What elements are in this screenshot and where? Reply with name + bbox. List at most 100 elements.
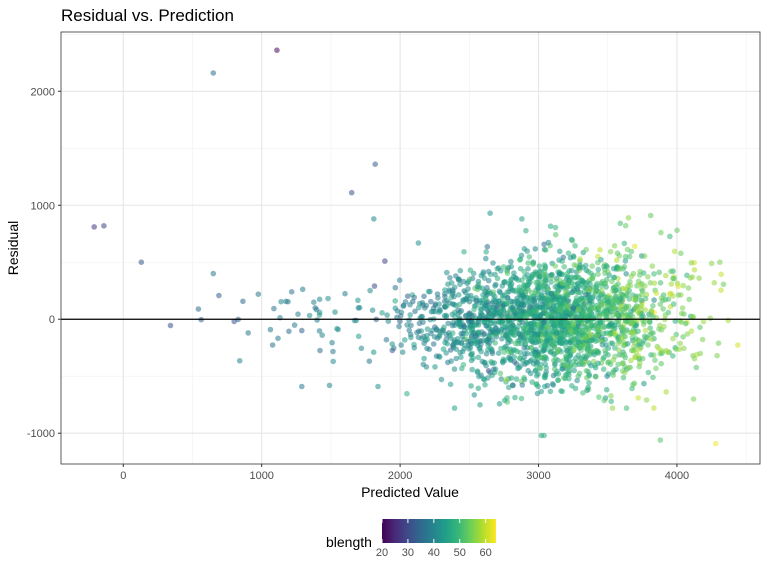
scatter-point bbox=[285, 298, 291, 305]
scatter-point bbox=[539, 355, 546, 361]
scatter-point bbox=[573, 274, 579, 281]
scatter-point bbox=[399, 349, 406, 356]
scatter-point bbox=[271, 305, 277, 312]
scatter-point bbox=[670, 335, 676, 342]
scatter-point bbox=[523, 227, 529, 234]
scatter-point bbox=[693, 364, 700, 371]
scatter-point bbox=[586, 380, 592, 386]
scatter-point bbox=[601, 308, 608, 315]
scatter-point bbox=[210, 270, 217, 277]
scatter-point bbox=[548, 314, 554, 320]
scatter-point bbox=[417, 300, 423, 307]
scatter-point bbox=[457, 267, 464, 274]
scatter-point bbox=[656, 326, 662, 332]
scatter-point bbox=[453, 355, 460, 362]
scatter-point bbox=[653, 365, 659, 372]
scatter-point bbox=[456, 321, 463, 327]
scatter-point bbox=[552, 362, 558, 368]
scatter-point bbox=[614, 264, 620, 270]
scatter-point bbox=[664, 349, 671, 355]
scatter-point bbox=[477, 402, 483, 408]
scatter-point bbox=[515, 314, 522, 321]
scatter-point bbox=[502, 278, 508, 285]
scatter-point bbox=[568, 267, 575, 274]
scatter-point bbox=[539, 295, 545, 302]
scatter-point bbox=[609, 278, 615, 285]
scatter-point bbox=[438, 376, 445, 383]
x-tick-label: 2000 bbox=[388, 470, 412, 482]
scatter-point bbox=[608, 393, 614, 399]
scatter-point bbox=[614, 257, 620, 264]
scatter-point bbox=[561, 264, 567, 270]
scatter-point bbox=[496, 298, 502, 304]
y-axis: -1000 0 1000 2000 bbox=[27, 86, 61, 440]
scatter-point bbox=[355, 297, 361, 304]
scatter-point bbox=[562, 288, 569, 295]
scatter-point bbox=[555, 377, 561, 384]
scatter-point bbox=[597, 318, 604, 325]
scatter-point bbox=[537, 312, 544, 319]
scatter-point bbox=[433, 353, 440, 360]
legend-tick-label: 40 bbox=[428, 547, 440, 559]
scatter-point bbox=[507, 282, 514, 289]
scatter-point bbox=[571, 305, 577, 312]
scatter-point bbox=[332, 309, 338, 315]
scatter-point bbox=[634, 308, 641, 314]
scatter-point bbox=[573, 355, 579, 361]
scatter-point bbox=[484, 313, 490, 320]
scatter-point bbox=[452, 322, 458, 329]
scatter-point bbox=[555, 371, 562, 377]
scatter-point bbox=[566, 358, 572, 364]
scatter-point bbox=[425, 288, 432, 295]
scatter-point bbox=[455, 276, 462, 282]
scatter-point bbox=[657, 437, 664, 443]
scatter-point bbox=[578, 313, 584, 320]
scatter-point bbox=[506, 349, 512, 355]
scatter-point bbox=[598, 256, 604, 263]
scatter-point bbox=[660, 306, 666, 312]
scatter-point bbox=[278, 298, 284, 305]
scatter-point bbox=[663, 272, 669, 279]
scatter-point bbox=[371, 283, 378, 289]
scatter-point bbox=[650, 330, 656, 336]
scatter-point bbox=[508, 276, 515, 282]
scatter-point bbox=[651, 297, 657, 303]
scatter-point bbox=[489, 313, 495, 319]
scatter-point bbox=[613, 366, 619, 373]
scatter-point bbox=[299, 383, 305, 390]
scatter-point bbox=[647, 280, 654, 286]
scatter-point bbox=[512, 394, 518, 401]
scatter-point bbox=[210, 70, 217, 76]
scatter-point bbox=[485, 268, 492, 275]
scatter-point bbox=[454, 336, 461, 342]
scatter-point bbox=[630, 270, 637, 277]
scatter-point bbox=[587, 338, 593, 344]
scatter-point bbox=[474, 369, 481, 376]
scatter-point bbox=[589, 275, 596, 282]
scatter-point bbox=[547, 223, 554, 229]
scatter-point bbox=[488, 359, 494, 365]
scatter-point bbox=[534, 283, 541, 290]
scatter-point bbox=[582, 301, 589, 308]
scatter-point bbox=[588, 362, 594, 369]
scatter-point bbox=[658, 360, 664, 367]
scatter-point bbox=[612, 330, 618, 336]
scatter-point bbox=[608, 398, 614, 405]
scatter-point bbox=[582, 334, 589, 341]
scatter-point bbox=[560, 254, 567, 261]
scatter-point bbox=[542, 342, 548, 349]
scatter-point bbox=[485, 277, 492, 284]
scatter-point bbox=[462, 342, 469, 349]
scatter-point bbox=[531, 297, 537, 303]
legend-tick-label: 50 bbox=[454, 547, 466, 559]
scatter-point bbox=[529, 379, 535, 385]
scatter-point bbox=[707, 315, 714, 322]
scatter-point bbox=[609, 340, 616, 347]
scatter-point bbox=[548, 275, 555, 281]
scatter-point bbox=[678, 250, 684, 257]
scatter-point bbox=[526, 254, 533, 260]
scatter-point bbox=[463, 330, 470, 337]
scatter-point bbox=[316, 328, 323, 334]
scatter-point bbox=[398, 342, 405, 348]
scatter-point bbox=[503, 376, 510, 383]
